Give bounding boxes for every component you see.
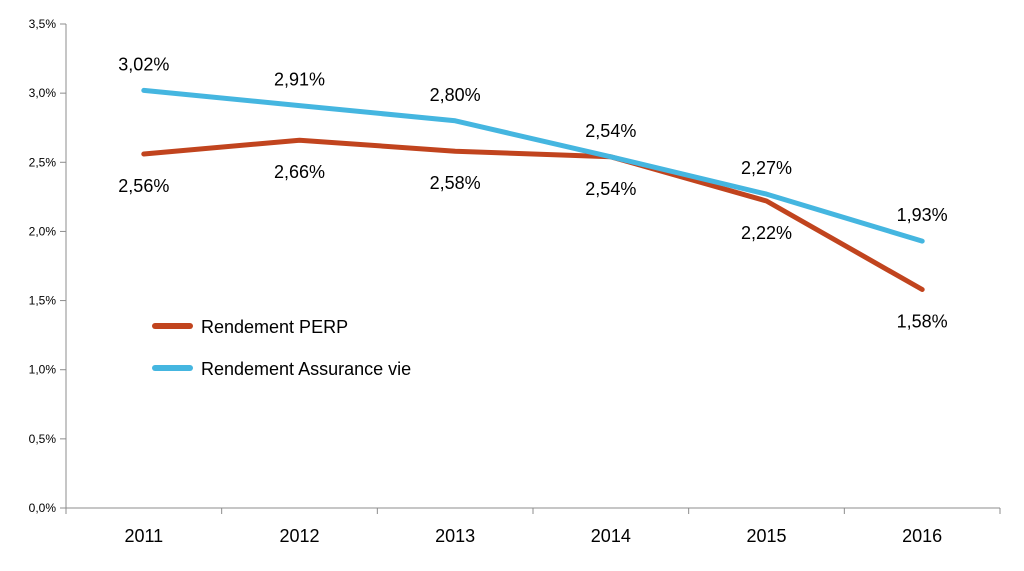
x-tick-label: 2012 (279, 526, 319, 546)
data-label-assurance-vie: 2,91% (274, 70, 325, 90)
y-tick-label: 3,0% (29, 86, 57, 100)
data-labels: 2,56% 2,66% 2,58% 2,54% 2,22% 1,58% 3,02% 2,91%… (118, 54, 947, 331)
data-label-perp: 2,22% (741, 223, 792, 243)
data-label-perp: 2,66% (274, 162, 325, 182)
y-tick-label: 2,0% (29, 224, 57, 238)
y-tick-label: 1,0% (29, 363, 57, 377)
x-tick-label: 2015 (746, 526, 786, 546)
y-tick-label: 2,5% (29, 155, 57, 169)
y-tick-label: 1,5% (29, 294, 57, 308)
x-tick-label: 2011 (124, 526, 163, 546)
x-tick-label: 2013 (435, 526, 475, 546)
data-label-assurance-vie: 2,27% (741, 158, 792, 178)
y-tick-label: 3,5% (29, 17, 57, 31)
data-label-assurance-vie: 3,02% (118, 54, 169, 74)
data-label-perp: 2,56% (118, 176, 169, 196)
y-tick-label: 0,5% (29, 432, 57, 446)
legend-label-perp: Rendement PERP (201, 317, 348, 337)
y-axis-ticks: 0,0% 0,5% 1,0% 1,5% 2,0% 2,5% 3,0% 3,5% (29, 17, 66, 515)
x-tick-label: 2014 (591, 526, 631, 546)
y-tick-label: 0,0% (29, 501, 57, 515)
series-line-perp (141, 137, 925, 292)
data-label-perp: 2,58% (430, 173, 481, 193)
series-lines (141, 87, 925, 292)
data-label-assurance-vie: 2,54% (585, 121, 636, 141)
data-label-assurance-vie: 1,93% (897, 205, 948, 225)
data-label-perp: 1,58% (897, 312, 948, 332)
x-tick-label: 2016 (902, 526, 942, 546)
legend-label-assurance-vie: Rendement Assurance vie (201, 359, 411, 379)
legend: Rendement PERP Rendement Assurance vie (152, 317, 411, 379)
series-line-assurance-vie (141, 87, 925, 244)
data-label-perp: 2,54% (585, 179, 636, 199)
data-label-assurance-vie: 2,80% (430, 85, 481, 105)
x-axis-ticks: 2011 2012 2013 2014 2015 2016 (65, 508, 1001, 546)
